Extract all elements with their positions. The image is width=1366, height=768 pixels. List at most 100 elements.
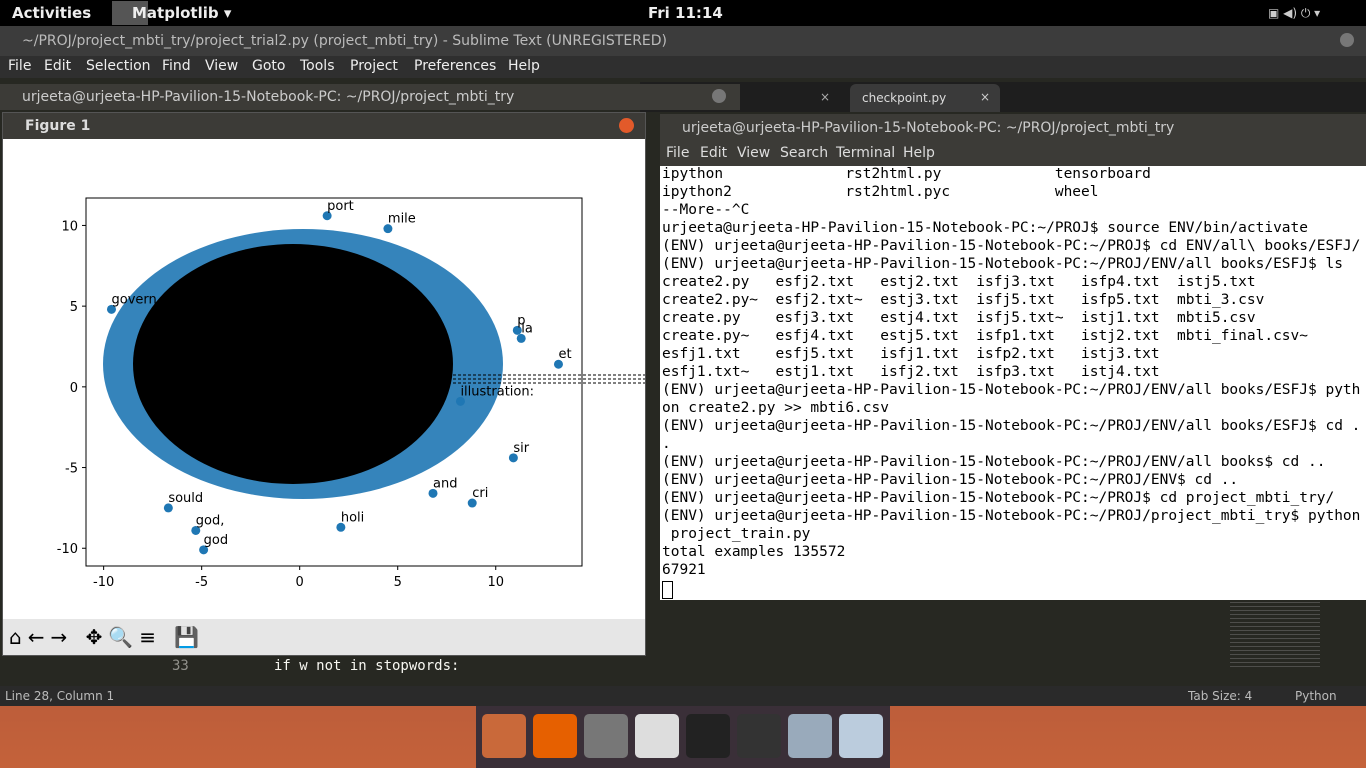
tab-close[interactable]: × xyxy=(820,90,831,104)
terminal-line: esfj1.txt~ estj1.txt isfj2.txt isfp3.txt… xyxy=(662,364,1160,380)
dock-icon[interactable] xyxy=(737,714,781,758)
point xyxy=(191,525,201,535)
x-tick-label: -10 xyxy=(93,575,114,590)
menu-item[interactable]: File xyxy=(8,58,32,74)
terminal-title: urjeeta@urjeeta-HP-Pavilion-15-Notebook-… xyxy=(682,120,1175,136)
terminal-menu: File Edit View Search Terminal Help xyxy=(660,142,1366,166)
code-line: if w not in stopwords: xyxy=(274,658,460,674)
menu-item[interactable]: Selection xyxy=(86,58,151,74)
menu-item[interactable]: Find xyxy=(162,58,191,74)
menu-item[interactable]: Help xyxy=(903,145,935,161)
point-label: holi xyxy=(341,510,364,525)
terminal-line: (ENV) urjeeta@urjeeta-HP-Pavilion-15-Not… xyxy=(662,490,1335,506)
back-terminal-titlebar: urjeeta@urjeeta-HP-Pavilion-15-Notebook-… xyxy=(0,84,740,110)
terminal-titlebar: urjeeta@urjeeta-HP-Pavilion-15-Notebook-… xyxy=(660,114,1366,142)
terminal-line: create2.py~ esfj2.txt~ estj3.txt isfj5.t… xyxy=(662,292,1265,308)
point xyxy=(553,359,563,369)
top-bar: Activities Matplotlib ▾ Fri 11:14 ▣ ◀) ⏻… xyxy=(0,0,1366,26)
terminal-line: project_train.py xyxy=(662,526,811,542)
terminal-line: (ENV) urjeeta@urjeeta-HP-Pavilion-15-Not… xyxy=(662,454,1326,470)
point-label: govern xyxy=(111,292,156,307)
app-icon xyxy=(112,1,148,25)
menu-item[interactable]: Terminal xyxy=(836,145,896,161)
menu-item[interactable]: Help xyxy=(508,58,540,74)
point xyxy=(336,522,346,532)
tab-close[interactable]: × xyxy=(980,90,991,104)
close-button[interactable] xyxy=(1340,33,1354,47)
clock[interactable]: Fri 11:14 xyxy=(648,4,723,22)
menu-item[interactable]: Project xyxy=(350,58,398,74)
point-label: la xyxy=(521,321,533,336)
terminal-line: total examples 135572 xyxy=(662,544,846,560)
dock xyxy=(476,706,890,768)
status-syntax[interactable]: Python xyxy=(1295,689,1337,703)
x-tick-label: 0 xyxy=(296,575,304,590)
app-menu[interactable]: Matplotlib ▾ xyxy=(132,4,232,22)
terminal-line: create.py esfj3.txt estj4.txt isfj5.txt~… xyxy=(662,310,1256,326)
close-button[interactable] xyxy=(619,118,634,133)
close-button[interactable] xyxy=(712,89,726,103)
point xyxy=(508,453,518,463)
y-tick-label: 10 xyxy=(61,219,78,234)
sublime-titlebar: ~/PROJ/project_mbti_try/project_trial2.p… xyxy=(0,26,1366,56)
menu-item[interactable]: Edit xyxy=(700,145,728,161)
point-label: mile xyxy=(388,212,416,227)
point xyxy=(322,211,332,221)
sublime-menu: File Edit Selection Find View Goto Tools Projec… xyxy=(0,56,1366,78)
x-tick-label: 5 xyxy=(394,575,402,590)
dock-icon[interactable] xyxy=(788,714,832,758)
axes-frame xyxy=(85,197,583,567)
menu-item[interactable]: View xyxy=(737,145,771,161)
tab-active[interactable]: checkpoint.py × xyxy=(850,84,1000,112)
dock-icon[interactable] xyxy=(584,714,628,758)
point-cloud xyxy=(133,244,453,484)
status-tab-size[interactable]: Tab Size: 4 xyxy=(1188,689,1253,703)
terminal-window: urjeeta@urjeeta-HP-Pavilion-15-Notebook-… xyxy=(660,114,1366,600)
terminal-line: (ENV) urjeeta@urjeeta-HP-Pavilion-15-Not… xyxy=(662,418,1361,434)
menu-item[interactable]: Search xyxy=(780,145,829,161)
menu-item[interactable]: Goto xyxy=(252,58,286,74)
point-label: illustration: xyxy=(460,384,534,399)
point xyxy=(516,333,526,343)
dock-icon[interactable] xyxy=(482,714,526,758)
y-tick-label: 5 xyxy=(70,300,78,315)
terminal-line: ipython rst2html.py tensorboard xyxy=(662,166,1151,182)
terminal-line: esfj1.txt esfj5.txt isfj1.txt isfp2.txt … xyxy=(662,346,1160,362)
status-bar: Line 28, Column 1 Tab Size: 4 Python xyxy=(0,686,1366,706)
y-tick-label: -10 xyxy=(57,542,78,557)
menu-item[interactable]: Edit xyxy=(44,58,72,74)
point-label: and xyxy=(433,476,457,491)
terminal-line: on create2.py >> mbti6.csv xyxy=(662,400,889,416)
terminal-line: (ENV) urjeeta@urjeeta-HP-Pavilion-15-Not… xyxy=(662,508,1361,524)
status-position: Line 28, Column 1 xyxy=(5,689,115,703)
menu-item[interactable]: View xyxy=(205,58,239,74)
dock-icon[interactable] xyxy=(686,714,730,758)
figure-title: Figure 1 xyxy=(25,118,91,134)
terminal-line: --More--^C xyxy=(662,202,750,218)
point xyxy=(467,498,477,508)
menu-item[interactable]: Tools xyxy=(300,58,335,74)
point xyxy=(163,503,173,513)
terminal-output[interactable]: ipython rst2html.py tensorboard ipython2 … xyxy=(662,166,1366,600)
dock-icon[interactable] xyxy=(635,714,679,758)
figure-window: Figure 1 port mile et p la sir cri and illustrat… xyxy=(2,112,646,656)
tab-bar: : × checkpoint.py × xyxy=(640,82,1366,112)
point-label: sould xyxy=(168,491,203,506)
menu-item[interactable]: Preferences xyxy=(414,58,497,74)
terminal-line: (ENV) urjeeta@urjeeta-HP-Pavilion-15-Not… xyxy=(662,382,1361,398)
toolbar-buttons[interactable]: ⌂←→ ✥🔍≡ 💾 xyxy=(9,625,206,649)
menu-item[interactable]: File xyxy=(666,145,690,161)
terminal-line: create.py~ esfj4.txt estj5.txt isfp1.txt… xyxy=(662,328,1309,344)
figure-titlebar: Figure 1 xyxy=(3,113,645,139)
tab-label: checkpoint.py xyxy=(862,91,947,105)
point-label: et xyxy=(558,347,571,362)
point xyxy=(512,325,522,335)
dock-icon[interactable] xyxy=(839,714,883,758)
activities[interactable]: Activities xyxy=(12,4,92,22)
point xyxy=(383,224,393,234)
dock-icon[interactable] xyxy=(533,714,577,758)
point xyxy=(106,304,116,314)
system-icons[interactable]: ▣ ◀) ⏻ ▾ xyxy=(1268,6,1321,20)
point-label: port xyxy=(327,199,354,214)
back-terminal-title: urjeeta@urjeeta-HP-Pavilion-15-Notebook-… xyxy=(22,89,515,105)
